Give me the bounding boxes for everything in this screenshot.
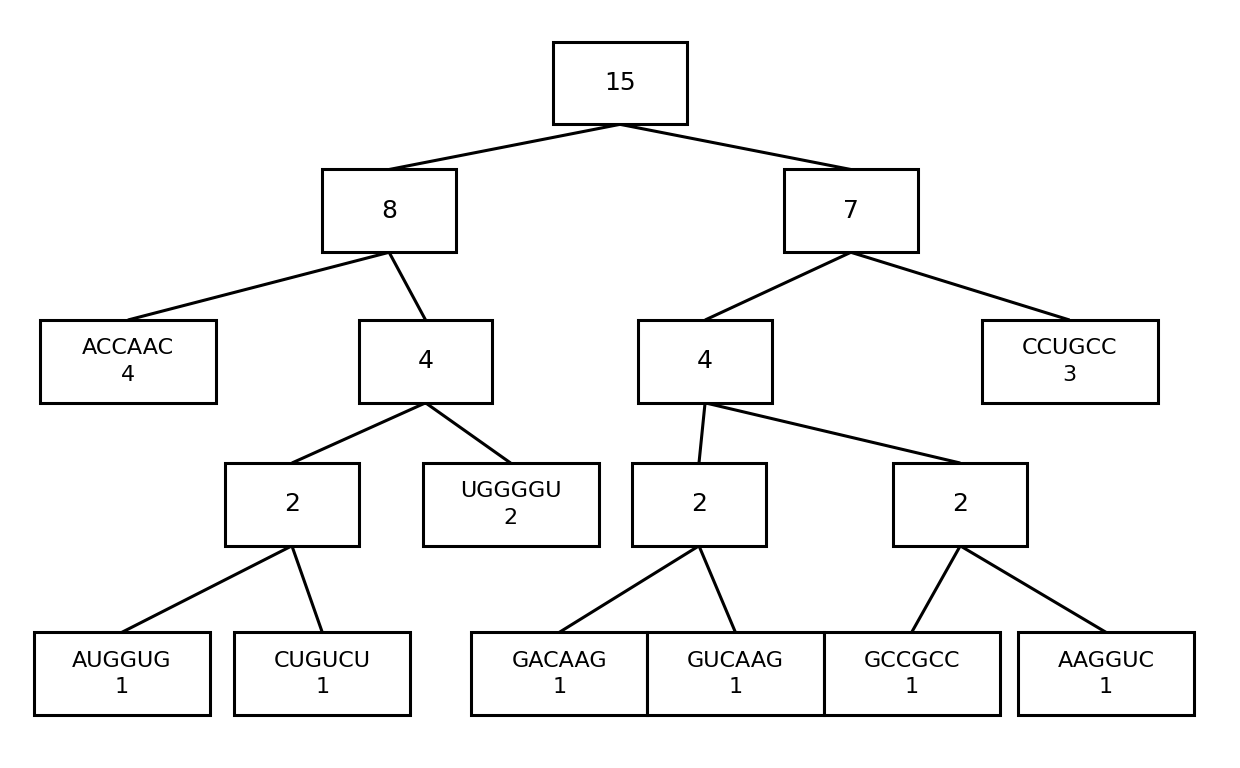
FancyBboxPatch shape: [632, 463, 766, 546]
Text: 4: 4: [418, 349, 434, 373]
FancyBboxPatch shape: [322, 170, 456, 253]
Text: 15: 15: [604, 71, 636, 95]
FancyBboxPatch shape: [647, 632, 823, 715]
FancyBboxPatch shape: [784, 170, 918, 253]
FancyBboxPatch shape: [33, 632, 210, 715]
FancyBboxPatch shape: [1018, 632, 1194, 715]
Text: GCCGCC
1: GCCGCC 1: [863, 650, 960, 697]
FancyBboxPatch shape: [234, 632, 410, 715]
FancyBboxPatch shape: [823, 632, 999, 715]
Text: CCUGCC
3: CCUGCC 3: [1022, 338, 1117, 385]
Text: 8: 8: [381, 199, 397, 223]
Text: 2: 2: [691, 492, 707, 516]
FancyBboxPatch shape: [553, 41, 687, 124]
FancyBboxPatch shape: [423, 463, 599, 546]
Text: 2: 2: [284, 492, 300, 516]
FancyBboxPatch shape: [639, 320, 771, 403]
FancyBboxPatch shape: [982, 320, 1158, 403]
Text: 2: 2: [952, 492, 968, 516]
Text: UGGGGU
2: UGGGGU 2: [460, 482, 562, 528]
FancyBboxPatch shape: [226, 463, 358, 546]
Text: AAGGUC
1: AAGGUC 1: [1058, 650, 1154, 697]
Text: GACAAG
1: GACAAG 1: [511, 650, 608, 697]
Text: GUCAAG
1: GUCAAG 1: [687, 650, 784, 697]
FancyBboxPatch shape: [471, 632, 647, 715]
Text: 4: 4: [697, 349, 713, 373]
FancyBboxPatch shape: [893, 463, 1027, 546]
FancyBboxPatch shape: [40, 320, 216, 403]
Text: AUGGUG
1: AUGGUG 1: [72, 650, 171, 697]
Text: CUGUCU
1: CUGUCU 1: [274, 650, 371, 697]
FancyBboxPatch shape: [358, 320, 492, 403]
Text: ACCAAC
4: ACCAAC 4: [82, 338, 174, 385]
Text: 7: 7: [843, 199, 859, 223]
